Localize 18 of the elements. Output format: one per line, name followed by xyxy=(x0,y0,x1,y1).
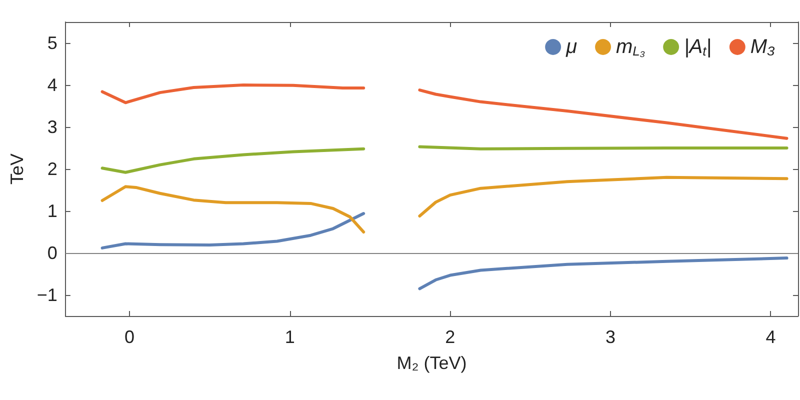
legend-label: M₃ xyxy=(750,36,776,58)
y-tick-label: 5 xyxy=(47,33,58,53)
x-tick-label: 4 xyxy=(766,327,776,347)
x-axis-title: M₂ (TeV) xyxy=(396,353,467,373)
y-tick-label: 1 xyxy=(47,201,58,221)
y-tick-label: 3 xyxy=(47,117,58,137)
y-tick-label: 4 xyxy=(47,75,58,95)
x-tick-label: 3 xyxy=(605,327,616,347)
legend-label: |At| xyxy=(684,36,712,58)
y-axis-title: TeV xyxy=(7,153,27,185)
x-tick-label: 1 xyxy=(284,327,295,347)
y-tick-label: 0 xyxy=(47,243,58,263)
x-tick-label: 2 xyxy=(445,327,456,347)
y-tick-label: 2 xyxy=(47,159,58,179)
x-tick-label: 0 xyxy=(124,327,135,347)
legend-label: mL₃ xyxy=(616,36,646,58)
y-tick-label: −1 xyxy=(36,285,58,305)
legend-label: μ xyxy=(565,36,578,58)
